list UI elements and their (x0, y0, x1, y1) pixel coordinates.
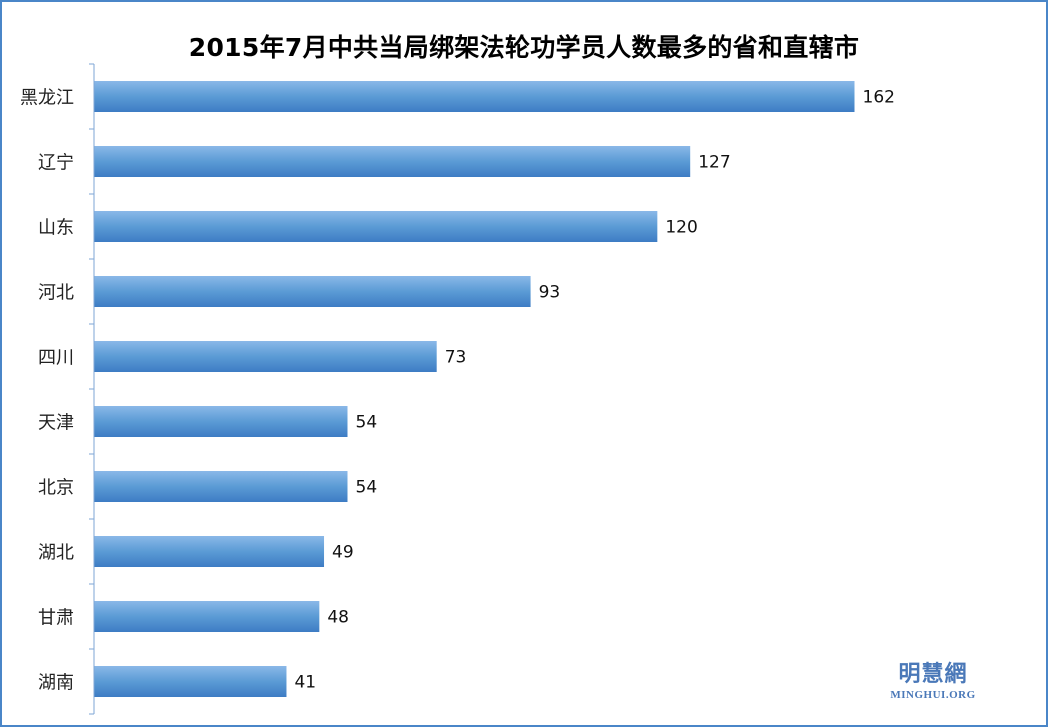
bar-6 (94, 406, 348, 437)
value-label: 54 (356, 478, 378, 498)
category-label: 辽宁 (38, 153, 74, 174)
value-label: 73 (445, 348, 467, 368)
category-label: 黑龙江 (20, 88, 74, 109)
bar-3 (94, 211, 658, 242)
value-label: 162 (863, 88, 895, 108)
bar-5 (94, 341, 437, 372)
category-label: 四川 (38, 348, 74, 369)
minghui-watermark: 明慧網 MINGHUI.ORG (878, 656, 988, 701)
value-label: 48 (327, 608, 349, 628)
bar-7 (94, 471, 348, 502)
bar-1 (94, 81, 855, 112)
value-label: 41 (294, 673, 316, 693)
category-label: 湖北 (38, 543, 74, 564)
value-label: 93 (539, 283, 561, 303)
category-label: 山东 (38, 218, 74, 239)
category-label: 河北 (38, 283, 74, 304)
value-label: 120 (665, 218, 697, 238)
value-label: 127 (698, 153, 730, 173)
bar-10 (94, 666, 287, 697)
chart-title: 2015年7月中共当局绑架法轮功学员人数最多的省和直辖市 (188, 33, 860, 62)
category-label: 北京 (38, 478, 74, 499)
category-label: 甘肃 (38, 608, 74, 629)
bar-4 (94, 276, 531, 307)
watermark-cn: 明慧網 (898, 661, 968, 687)
bar-2 (94, 146, 691, 177)
watermark-en: MINGHUI.ORG (890, 689, 976, 701)
bar-8 (94, 536, 325, 567)
category-label: 天津 (38, 413, 74, 434)
value-label: 49 (332, 543, 354, 563)
value-label: 54 (356, 413, 378, 433)
category-label: 湖南 (38, 673, 74, 694)
bar-9 (94, 601, 320, 632)
